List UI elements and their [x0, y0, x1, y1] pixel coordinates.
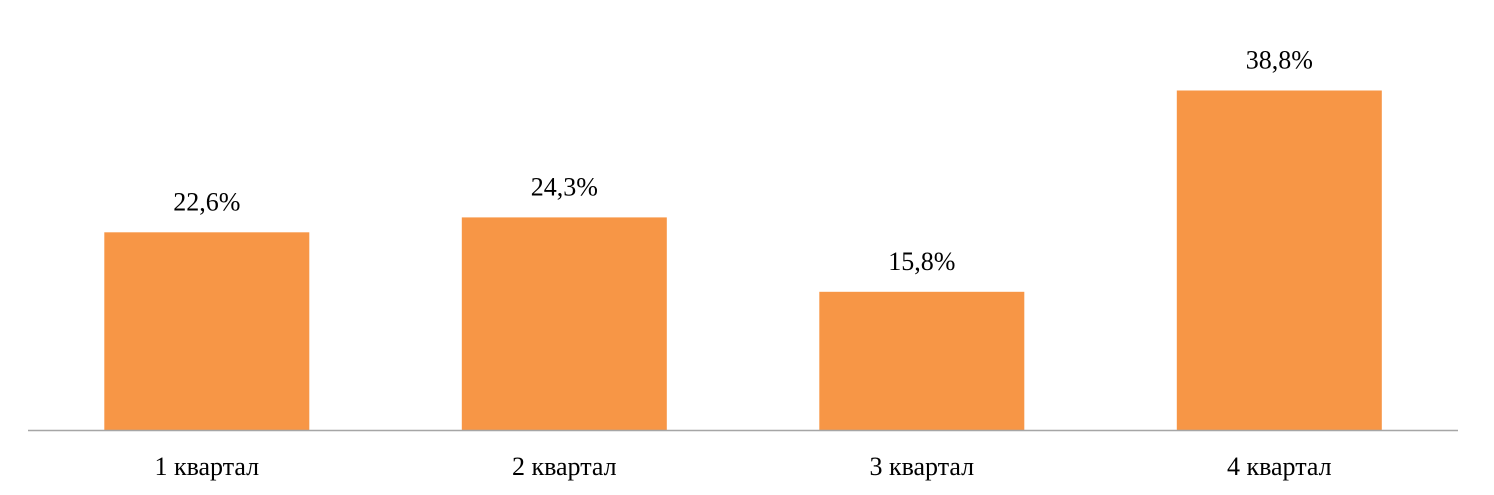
data-labels-group: 22,6% 24,3% 15,8% 38,8%: [173, 46, 1313, 276]
bar-3: [819, 291, 1025, 431]
tick-labels-group: 1 квартал 2 квартал 3 квартал 4 квартал: [154, 452, 1331, 481]
bar-2: [461, 217, 667, 430]
data-label-4: 38,8%: [1246, 46, 1313, 75]
x-tick-label-1: 1 квартал: [154, 452, 259, 481]
x-tick-label-3: 3 квартал: [869, 452, 974, 481]
x-tick-label-2: 2 квартал: [512, 452, 617, 481]
data-label-2: 24,3%: [531, 172, 598, 201]
data-label-3: 15,8%: [888, 247, 955, 276]
bar-4: [1176, 90, 1382, 430]
data-label-1: 22,6%: [173, 187, 240, 216]
x-tick-label-4: 4 квартал: [1227, 452, 1332, 481]
bars-group: [104, 90, 1382, 431]
bar-1: [104, 232, 310, 431]
